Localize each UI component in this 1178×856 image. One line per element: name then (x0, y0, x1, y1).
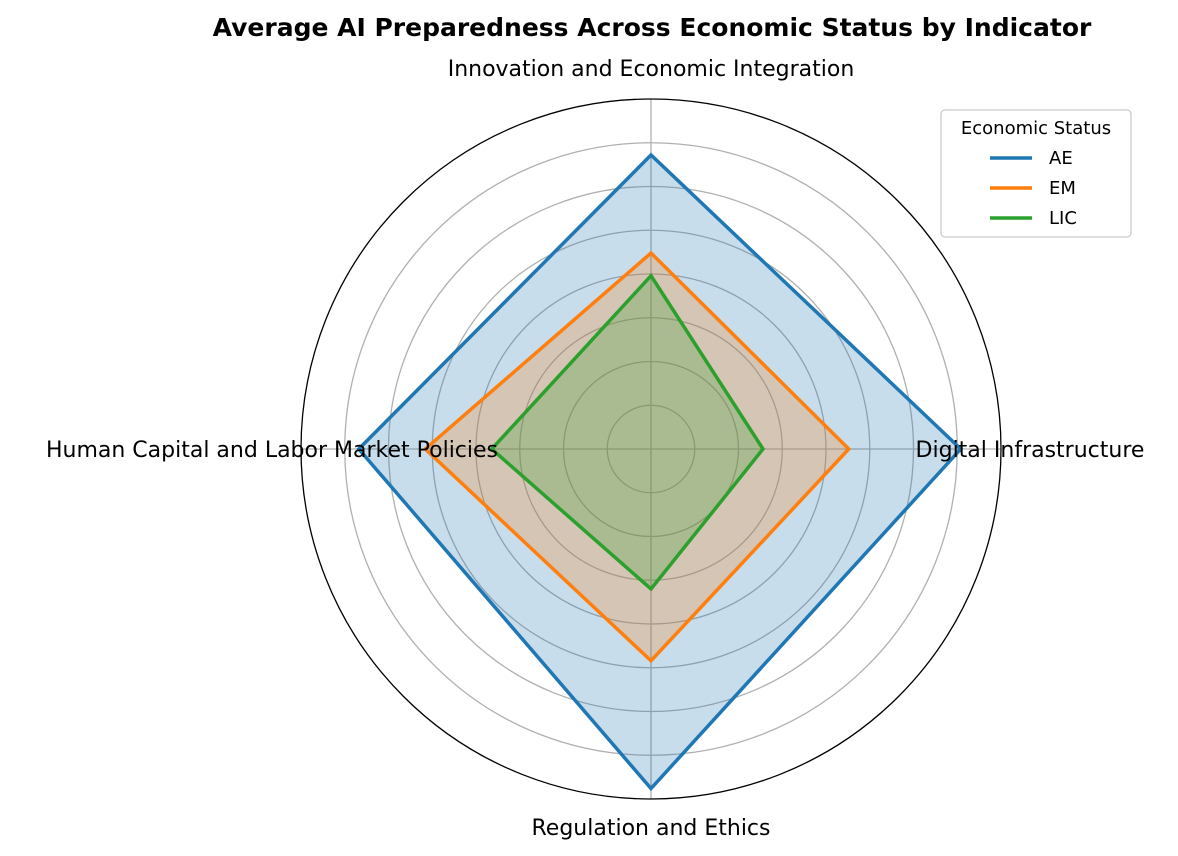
legend-items: AE EM LIC (990, 148, 1077, 229)
axis-label: Human Capital and Labor Market Policies (46, 438, 498, 463)
series-line-lic (489, 272, 766, 592)
axis-labels: Digital Infrastructure Innovation and Eco… (46, 57, 1144, 841)
outer-frame (300, 98, 1002, 800)
axis-label: Innovation and Economic Integration (448, 57, 855, 82)
series-fill-ae (358, 155, 961, 789)
legend-label-ae: AE (1049, 148, 1073, 169)
series-fill-em (425, 253, 849, 661)
series-line-em (422, 250, 852, 664)
legend-frame (940, 109, 1132, 238)
axis-label: Digital Infrastructure (916, 438, 1145, 463)
legend-title: Economic Status (961, 118, 1111, 139)
legend: Economic Status AE EM LIC (940, 109, 1132, 238)
series-fill-lic (491, 275, 763, 589)
chart-title: Average AI Preparedness Across Economic … (213, 13, 1092, 42)
series-layer (356, 152, 964, 792)
legend-label-em: EM (1049, 178, 1076, 199)
legend-label-lic: LIC (1049, 208, 1077, 229)
axis-label: Regulation and Ethics (532, 816, 771, 841)
series-line-ae (356, 152, 964, 792)
